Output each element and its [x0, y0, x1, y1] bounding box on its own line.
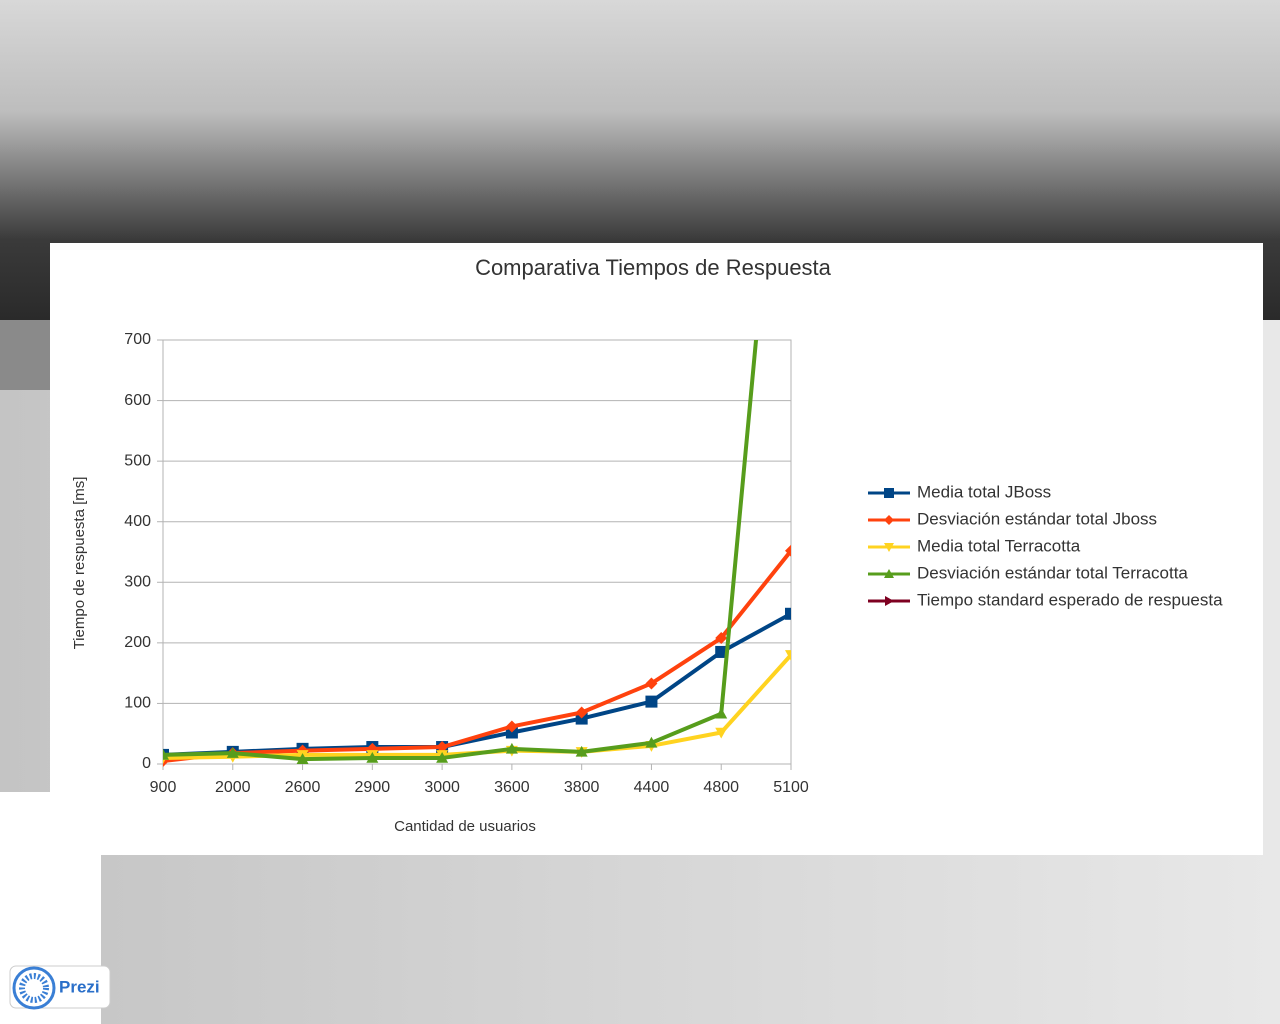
marker	[575, 706, 588, 719]
prezi-logo[interactable]: Prezi	[9, 965, 111, 1010]
x-tick-label: 4800	[703, 779, 739, 796]
marker	[645, 695, 658, 708]
x-tick-label: 5100	[773, 779, 809, 796]
x-tick-label: 3800	[564, 779, 600, 796]
marker	[715, 707, 728, 719]
y-tick-label: 300	[124, 574, 151, 591]
y-tick-label: 200	[124, 634, 151, 651]
marker	[505, 742, 518, 754]
marker	[884, 569, 894, 578]
legend-label: Media total JBoss	[917, 482, 1051, 501]
x-tick-label: 3600	[494, 779, 530, 796]
legend-label: Desviación estándar total Jboss	[917, 509, 1157, 528]
chart-title: Comparativa Tiempos de Respuesta	[475, 255, 832, 280]
y-axis-label: Tiempo de respuesta [ms]	[71, 477, 88, 650]
marker	[505, 720, 518, 733]
marker	[436, 751, 449, 763]
marker	[436, 741, 449, 754]
legend-label: Media total Terracotta	[917, 536, 1081, 555]
marker	[645, 736, 658, 748]
x-tick-label: 2900	[355, 779, 391, 796]
y-tick-label: 0	[142, 755, 151, 772]
x-tick-label: 3000	[424, 779, 460, 796]
marker	[575, 712, 588, 725]
marker	[226, 747, 239, 758]
marker	[785, 607, 791, 620]
background-band	[0, 320, 50, 390]
x-tick-label: 900	[150, 779, 177, 796]
marker	[575, 745, 588, 757]
x-axis-label: Cantidad de usuarios	[394, 818, 536, 835]
marker	[645, 677, 658, 690]
marker	[715, 632, 728, 645]
y-tick-label: 600	[124, 392, 151, 409]
plot-area	[162, 339, 792, 765]
y-tick-label: 500	[124, 452, 151, 469]
y-tick-label: 700	[124, 331, 151, 348]
series-line	[163, 340, 759, 762]
marker	[715, 645, 728, 658]
x-tick-label: 2600	[285, 779, 321, 796]
legend-label: Desviación estándar total Terracotta	[917, 563, 1188, 582]
marker	[163, 748, 169, 760]
marker	[884, 543, 894, 552]
plot-series	[163, 340, 791, 767]
marker	[884, 515, 894, 525]
series-line	[163, 549, 791, 763]
y-tick-label: 100	[124, 695, 151, 712]
legend-label: Tiempo standard esperado de respuesta	[917, 590, 1223, 609]
logo-icon[interactable]	[19, 973, 49, 1003]
marker	[505, 726, 518, 739]
marker	[885, 596, 894, 606]
marker	[715, 727, 728, 739]
marker	[366, 751, 379, 763]
marker	[884, 488, 894, 498]
x-tick-label: 4400	[634, 779, 670, 796]
x-tick-label: 2000	[215, 779, 251, 796]
marker	[785, 544, 791, 557]
marker	[296, 753, 309, 764]
y-tick-label: 400	[124, 513, 151, 530]
marker	[785, 650, 791, 661]
logo-text[interactable]: Prezi	[59, 977, 100, 996]
